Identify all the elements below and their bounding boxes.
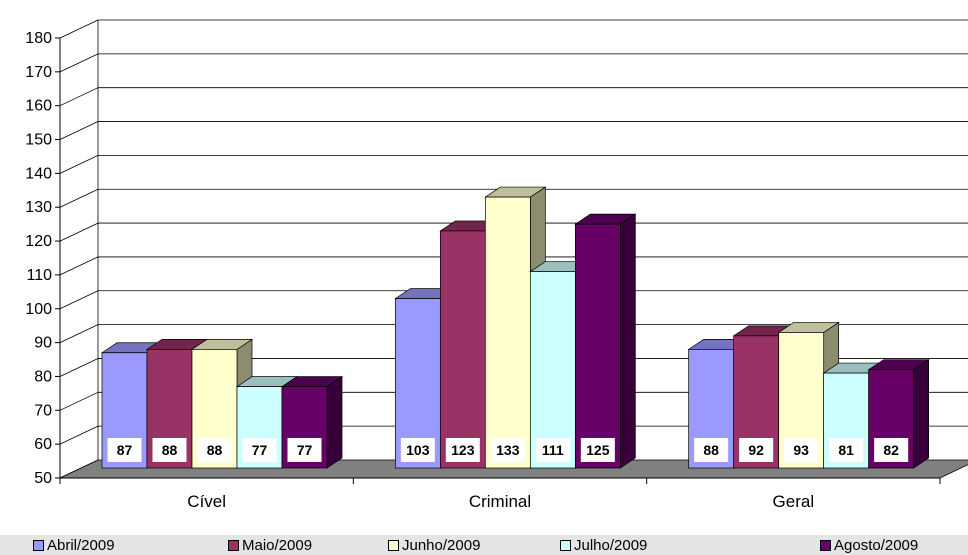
grid-side-line	[59, 155, 99, 174]
y-tick-label: 100	[25, 301, 52, 318]
data-label: 123	[451, 442, 475, 458]
legend-swatch	[33, 540, 44, 551]
data-label: 77	[297, 442, 313, 458]
data-label-box	[490, 438, 525, 462]
bars: 87 88 88 77 77 103 123 133 111 125 88 92 93 81 82	[100, 186, 930, 469]
legend-item: Agosto/2009	[820, 537, 918, 554]
data-label: 103	[406, 442, 430, 458]
x-tick-label: Geral	[773, 492, 815, 511]
legend-item: Julho/2009	[560, 537, 647, 554]
data-label-box	[107, 438, 142, 462]
data-label: 93	[793, 442, 809, 458]
bar-front	[529, 271, 576, 469]
data-label-box	[874, 438, 909, 462]
legend-label: Maio/2009	[242, 537, 313, 554]
grid-side-line	[59, 324, 99, 343]
data-label: 92	[748, 442, 764, 458]
data-label: 88	[162, 442, 178, 458]
bar-front	[484, 196, 531, 469]
data-label-box	[152, 438, 187, 462]
legend-label: Junho/2009	[402, 537, 481, 554]
y-tick-label: 160	[25, 98, 52, 115]
bar-side	[619, 213, 636, 469]
grid-side-line	[59, 19, 99, 39]
data-label: 88	[703, 442, 719, 458]
y-tick-label: 140	[25, 165, 52, 182]
bar: 82	[867, 359, 930, 469]
data-label-box	[694, 438, 729, 462]
legend-item: Maio/2009	[228, 537, 312, 554]
data-label: 133	[496, 442, 520, 458]
y-tick-label: 110	[26, 267, 52, 284]
legend-item: Abril/2009	[33, 537, 115, 554]
data-label-box	[739, 438, 774, 462]
grid-side-line	[59, 391, 99, 411]
legend-swatch	[820, 540, 831, 551]
y-tick-label: 120	[25, 233, 52, 250]
x-tick-label: Criminal	[469, 492, 531, 511]
bar-side	[913, 359, 930, 469]
legend: Abril/2009 Maio/2009 Junho/2009 Julho/2009 A…	[0, 535, 968, 555]
legend-label: Julho/2009	[574, 537, 648, 554]
bar-side	[326, 375, 343, 469]
data-label: 88	[207, 442, 223, 458]
y-tick-label: 70	[34, 402, 52, 419]
x-tick-label: Cível	[187, 492, 226, 511]
bar: 93	[777, 321, 840, 469]
legend-label: Abril/2009	[47, 537, 115, 554]
data-label-box	[242, 438, 277, 462]
data-label: 125	[586, 442, 610, 458]
bar-front	[574, 223, 621, 469]
y-tick-label: 150	[25, 132, 52, 149]
grid-side-line	[59, 188, 99, 208]
y-tick-label: 60	[34, 436, 52, 453]
y-tick-label: 50	[34, 470, 52, 487]
legend-swatch	[388, 540, 399, 551]
y-tick-label: 80	[34, 368, 52, 385]
data-label-box	[535, 438, 570, 462]
data-label-box	[400, 438, 435, 462]
grid-side-line	[59, 87, 99, 107]
grid-side-line	[59, 358, 99, 377]
data-label-box	[197, 438, 232, 462]
data-label: 111	[542, 442, 564, 458]
data-label-box	[445, 438, 480, 462]
bar: 77	[280, 375, 344, 469]
data-label: 77	[252, 442, 268, 458]
legend-swatch	[560, 540, 571, 551]
y-tick-label: 90	[34, 335, 52, 352]
y-tick-label: 130	[25, 199, 52, 216]
data-label-box	[580, 438, 615, 462]
legend-label: Agosto/2009	[834, 537, 919, 554]
data-label: 82	[883, 442, 899, 458]
y-tick-label: 170	[25, 64, 52, 81]
grid-side-line	[59, 53, 99, 73]
bar-front	[439, 230, 486, 469]
grid-side-line	[59, 222, 99, 242]
grid-side-line	[59, 121, 99, 140]
y-tick-label: 180	[25, 30, 52, 47]
legend-item: Junho/2009	[388, 537, 480, 554]
data-label-box	[829, 438, 864, 462]
grid-side-line	[59, 256, 99, 276]
data-label-box	[784, 438, 819, 462]
data-label: 81	[838, 442, 854, 458]
bar: 125	[574, 213, 637, 469]
data-label-box	[287, 438, 322, 462]
bar-chart-3d: 50 60 70 80 90 100 110 120 130 140 150 160 170 180 Cív…	[25, 19, 968, 511]
grid-side-line	[59, 425, 99, 445]
legend-swatch	[228, 540, 239, 551]
data-label: 87	[117, 442, 133, 458]
grid-side-line	[59, 290, 99, 310]
